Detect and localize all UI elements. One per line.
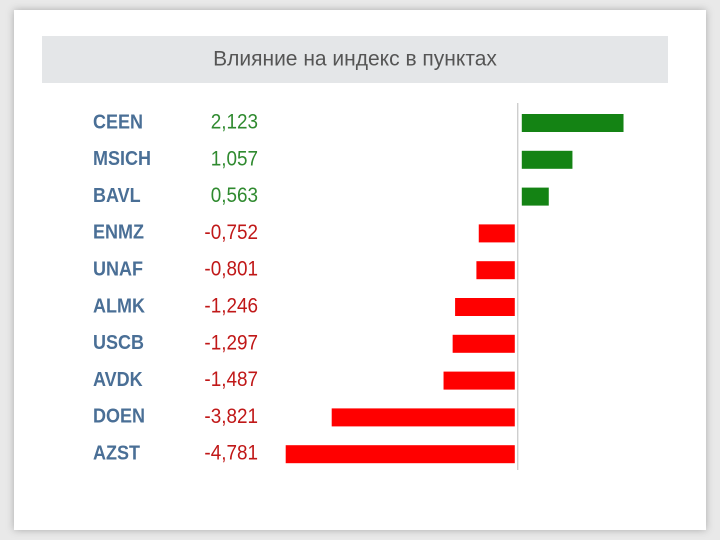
title-bar <box>42 36 668 83</box>
category-label: ENMZ <box>93 222 144 244</box>
bar <box>478 224 515 243</box>
bar <box>285 445 515 464</box>
value-label: 1,057 <box>211 147 258 170</box>
category-label: DOEN <box>93 406 145 428</box>
bar <box>521 187 549 206</box>
value-label: -3,821 <box>204 405 258 428</box>
bar <box>521 150 573 169</box>
bar <box>452 334 515 353</box>
category-label: MSICH <box>93 148 151 170</box>
category-label: AZST <box>93 443 140 465</box>
chart-title: Влияние на индекс в пунктах <box>213 48 497 71</box>
category-label: UNAF <box>93 259 143 281</box>
category-label: USCB <box>93 332 144 354</box>
value-label: -0,752 <box>204 221 258 244</box>
bar <box>521 114 624 132</box>
value-label: 2,123 <box>211 111 258 134</box>
category-label: AVDK <box>93 369 143 391</box>
value-label: -4,781 <box>204 442 258 465</box>
category-label: BAVL <box>93 185 141 207</box>
value-label: -0,801 <box>204 258 258 281</box>
bar <box>455 298 515 316</box>
value-label: -1,297 <box>204 331 258 354</box>
value-label: -1,246 <box>204 295 258 318</box>
value-label: 0,563 <box>211 184 258 207</box>
bar <box>476 261 515 280</box>
bar <box>331 408 515 427</box>
bar <box>443 371 515 390</box>
category-label: ALMK <box>93 295 145 317</box>
value-label: -1,487 <box>204 368 258 391</box>
card <box>14 10 706 530</box>
category-label: CEEN <box>93 111 143 133</box>
